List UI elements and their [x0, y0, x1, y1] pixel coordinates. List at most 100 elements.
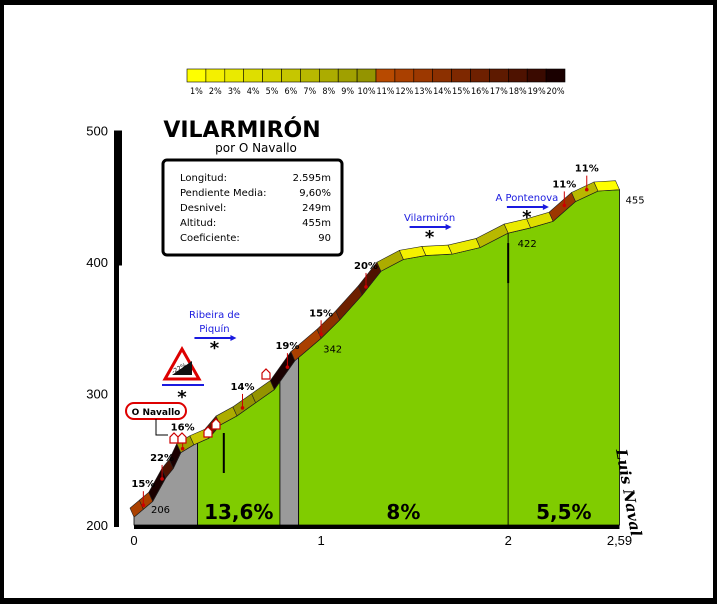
x-tick-label: 2,59	[607, 533, 632, 548]
place-name: Vilarmirón	[404, 212, 455, 224]
warning-asterisk: *	[177, 387, 187, 408]
place-arrowhead	[230, 335, 237, 341]
place-name: Ribeira de	[189, 310, 240, 321]
legend-swatch	[337, 68, 358, 83]
legend-swatch	[413, 68, 433, 83]
chart-subtitle: por O Navallo	[215, 141, 297, 155]
gradient-marker-label: 15%	[131, 479, 155, 490]
profile-chart: 1% 2% 3% 4% 5% 6% 7% 8% 9% 10% 11% 12% 13% 14% 15% 16% 1…	[86, 68, 645, 549]
y-axis-line	[114, 130, 119, 527]
house-icon	[169, 432, 179, 444]
profile-section	[298, 232, 509, 526]
legend-label: 2%	[209, 87, 222, 97]
house-icon	[211, 418, 221, 430]
place-name: A Pontenova	[496, 193, 559, 204]
place-asterisk: *	[425, 227, 435, 248]
legend-swatch	[243, 68, 263, 83]
legend-label: 9%	[341, 87, 354, 97]
gradient-marker-label: 20%	[354, 261, 378, 272]
house-icon	[261, 368, 271, 380]
legend-swatch	[470, 68, 490, 83]
legend-label: 13%	[414, 87, 432, 97]
start-pointer	[155, 419, 168, 436]
place-asterisk: *	[522, 207, 532, 228]
legend-swatch	[262, 68, 282, 83]
section-gradient-label: 13,6%	[204, 500, 273, 524]
house-icon	[177, 432, 187, 444]
elevation-label: 342	[323, 344, 342, 355]
legend-swatch	[356, 68, 377, 83]
marker-dot	[240, 406, 245, 410]
marker-dot	[319, 332, 323, 337]
chart-frame: 1% 2% 3% 4% 5% 6% 7% 8% 9% 10% 11% 12% 13% 14% 15% 16% 1…	[4, 5, 713, 598]
gradient-marker-label: 11%	[552, 179, 576, 190]
x-axis-line	[134, 525, 620, 529]
legend-swatch	[526, 68, 547, 83]
legend-swatch	[205, 68, 226, 83]
legend-label: 14%	[433, 87, 451, 97]
elevation-label: 455	[626, 196, 645, 207]
road-segment	[593, 180, 620, 192]
elevation-label: 206	[151, 505, 170, 516]
legend-swatch	[186, 68, 207, 83]
y-axis-bar-top	[119, 130, 122, 266]
y-tick-label: 500	[86, 124, 108, 139]
info-label: Longitud:	[180, 173, 227, 184]
plot-area: 200 300 400 500 13,6% 8% 5,5% 0 1 2 2,59 15% 22% 16% 1…	[86, 124, 644, 549]
legend-label: 4%	[247, 87, 260, 97]
y-tick-label: 300	[86, 387, 108, 402]
legend-swatch	[281, 68, 301, 83]
elevation-label: 422	[518, 239, 537, 250]
chart-title: VILARMIRÓN	[163, 117, 320, 143]
section-gradient-label: 5,5%	[536, 500, 591, 524]
section-gradient-label: 8%	[386, 500, 420, 524]
place-asterisk: *	[210, 338, 220, 359]
gradient-marker-label: 16%	[171, 423, 195, 434]
x-tick-label: 0	[130, 533, 137, 548]
legend-swatch	[432, 68, 452, 83]
legend-swatch	[507, 68, 528, 83]
legend-label: 3%	[228, 87, 241, 97]
marker-dot	[562, 203, 567, 208]
place-arrowhead	[542, 204, 549, 210]
legend-label: 6%	[285, 87, 298, 97]
info-box: Longitud: 2.595m Pendiente Media: 9,60% …	[161, 158, 344, 257]
place-arrowhead	[445, 224, 452, 230]
info-value: 455m	[302, 218, 331, 229]
info-label: Altitud:	[180, 218, 216, 229]
place-name: Piquín	[199, 323, 229, 335]
info-label: Desnivel:	[180, 203, 226, 214]
legend-swatch	[224, 68, 245, 83]
legend-swatch	[300, 68, 320, 83]
marker-dot	[160, 477, 164, 481]
legend-label: 10%	[358, 87, 376, 97]
marker-dot	[364, 285, 368, 289]
y-tick-label: 400	[86, 255, 108, 270]
marker-dot	[180, 446, 185, 451]
gradient-marker-label: 14%	[231, 382, 255, 393]
gradient-marker-label: 19%	[275, 341, 299, 352]
legend-label: 18%	[509, 87, 527, 97]
legend-swatch	[318, 68, 339, 83]
y-tick-label: 200	[86, 518, 108, 533]
marker-dot	[141, 503, 146, 508]
legend-swatch	[451, 68, 471, 83]
legend-label: 11%	[376, 87, 394, 97]
legend-label: 16%	[471, 87, 489, 97]
info-value: 249m	[302, 203, 331, 214]
marker-dot	[285, 365, 290, 369]
gradient-marker-label: 22%	[150, 453, 174, 464]
legend-label: 20%	[547, 87, 565, 97]
warning-slope-icon	[172, 361, 192, 375]
info-value: 90	[318, 233, 331, 244]
info-label: Coeficiente:	[180, 233, 240, 244]
x-tick-label: 2	[505, 533, 512, 548]
legend-label: 15%	[452, 87, 470, 97]
legend-swatch	[545, 68, 566, 83]
legend-label: 5%	[266, 87, 279, 97]
gradient-marker-label: 11%	[575, 164, 599, 175]
legend-label: 1%	[190, 87, 203, 97]
gradient-marker-label: 15%	[309, 308, 333, 319]
legend-swatch	[394, 68, 415, 83]
info-label: Pendiente Media:	[180, 188, 266, 199]
